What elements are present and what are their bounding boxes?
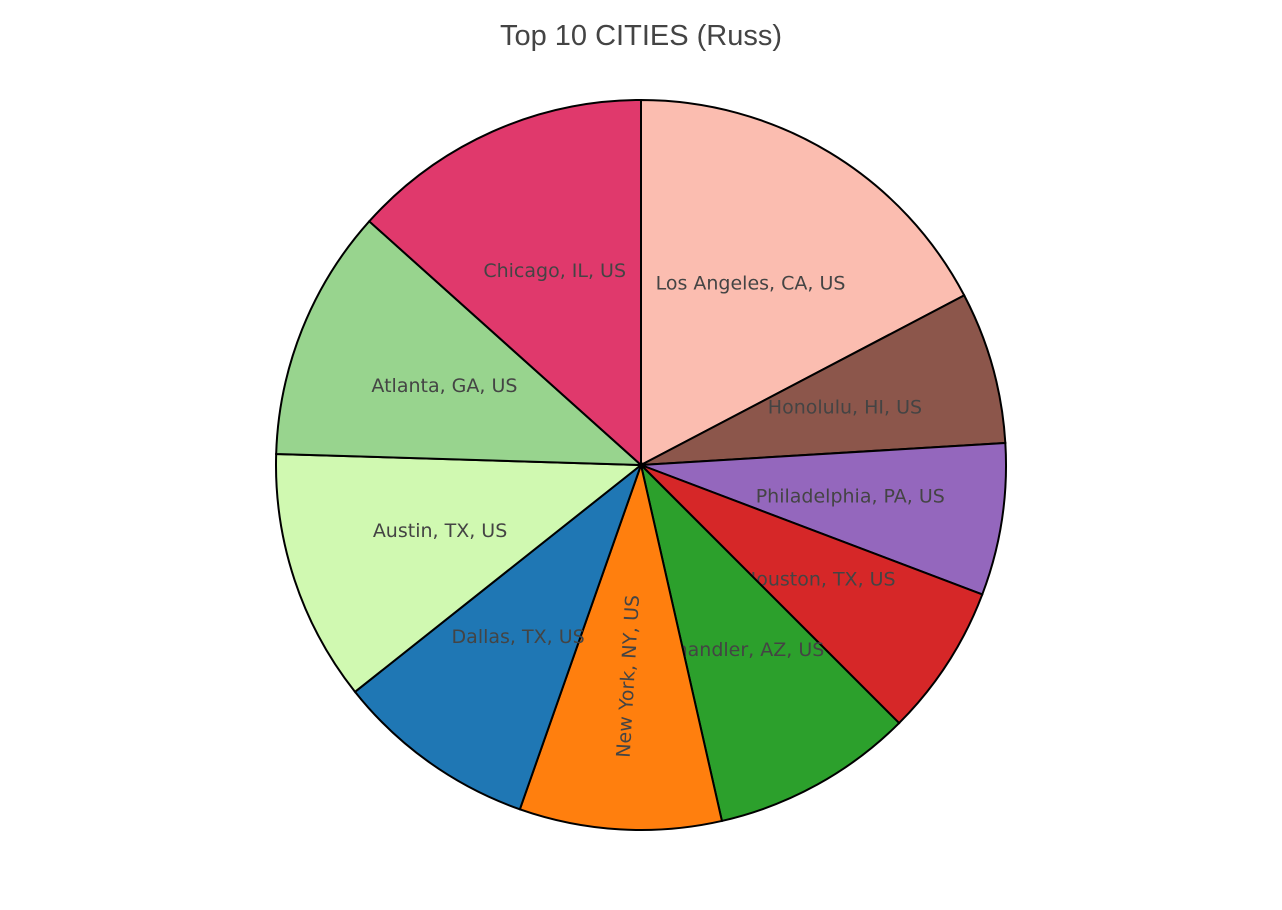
pie-slice-8 [275,452,644,694]
slice-label-4: Houston, TX, US [742,568,896,590]
pie-slice-2 [640,294,1007,466]
slice-label-7: Dallas, TX, US [452,626,585,648]
pie-slice-5 [639,461,901,823]
slice-label-8: Austin, TX, US [373,520,507,542]
slice-label-3: Philadelphia, PA, US [756,485,945,507]
pie-slice-4 [640,464,984,725]
pie-slice-3 [640,441,1007,596]
slice-label-2: Honolulu, HI, US [768,397,922,419]
slice-label-5: Chandler, AZ, US [662,639,824,661]
pie-slice-9 [275,219,644,467]
pie-slice-6 [518,461,724,831]
slice-label-1: Los Angeles, CA, US [656,272,846,294]
slice-label-10: Chicago, IL, US [483,260,626,282]
pie-slice-7 [353,462,644,811]
pie-slice-1 [640,98,966,467]
pie-slice-10 [367,98,642,468]
chart-title: Top 10 CITIES (Russ) [499,20,783,52]
slice-label-9: Atlanta, GA, US [371,375,517,397]
